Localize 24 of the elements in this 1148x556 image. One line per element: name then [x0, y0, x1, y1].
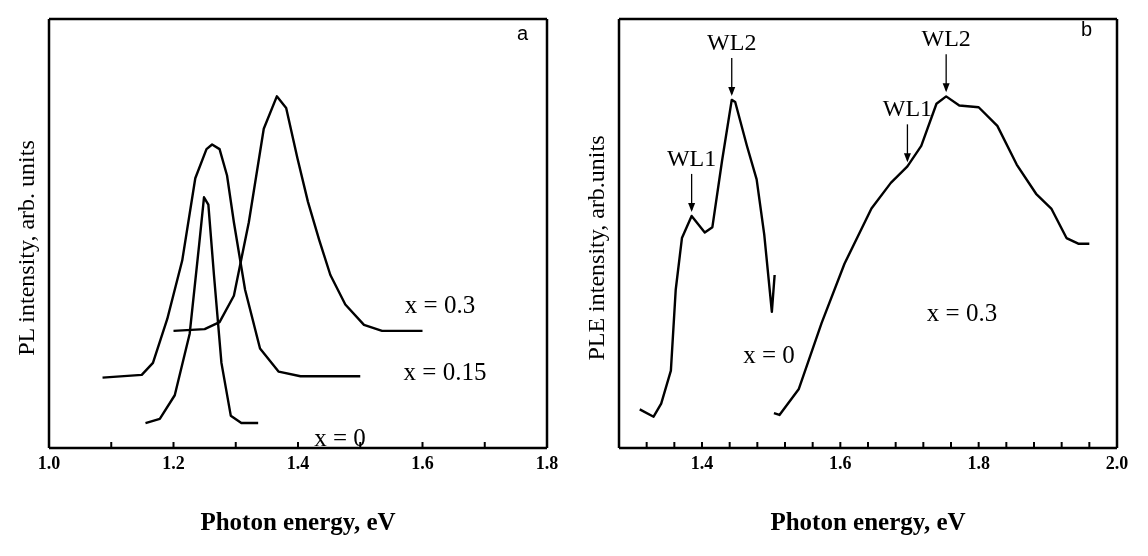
annotation: WL2 [921, 25, 971, 52]
x-tick-label: 1.4 [690, 452, 714, 473]
x-tick-label: 1.6 [829, 452, 852, 473]
x-tick-label: 1.8 [967, 452, 990, 473]
text: b [1080, 18, 1092, 41]
y-axis-title: PL intensity, arb. units [12, 140, 40, 356]
text: a [516, 22, 528, 45]
x-tick-label: 1.2 [162, 452, 185, 473]
annotation: x = 0.3 [404, 291, 476, 319]
x-tick-label: 1.8 [535, 452, 559, 473]
annotation: WL1 [666, 144, 717, 171]
x-axis-title: Photon energy, eV [199, 508, 397, 536]
annotation: x = 0.15 [403, 358, 487, 386]
x-tick-label: 1.0 [37, 452, 61, 473]
x-tick-label: 1.4 [286, 452, 310, 473]
annotation: x = 0.3 [926, 299, 998, 327]
annotation: WL2 [707, 28, 757, 55]
annotation: x = 0 [314, 424, 366, 452]
y-axis-title: PLE intensity, arb.units [582, 135, 610, 361]
annotation: WL1 [882, 95, 933, 122]
x-tick-label: 1.6 [411, 452, 434, 473]
annotation: x = 0 [743, 341, 795, 369]
x-axis-title: Photon energy, eV [769, 508, 967, 536]
x-tick-label: 2.0 [1105, 452, 1129, 473]
